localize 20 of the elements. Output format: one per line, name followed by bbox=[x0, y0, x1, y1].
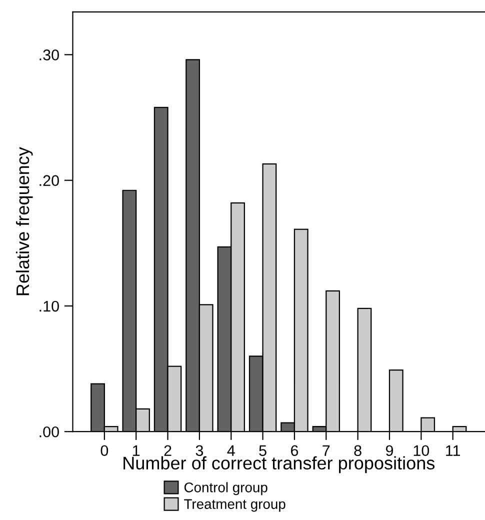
x-tick-label: 0 bbox=[100, 445, 108, 456]
x-tick-label: 3 bbox=[196, 445, 204, 456]
x-tick-label: 9 bbox=[386, 445, 394, 456]
x-tick-label: 11 bbox=[446, 445, 460, 456]
x-tick-label: 8 bbox=[354, 445, 362, 456]
x-tick-label: 4 bbox=[227, 445, 235, 456]
legend-label: Control group bbox=[184, 482, 268, 496]
x-tick-label: 6 bbox=[290, 445, 298, 456]
legend-label: Treatment group bbox=[184, 499, 286, 512]
x-tick-label: 7 bbox=[322, 445, 330, 456]
x-tick-label: 1 bbox=[133, 445, 140, 456]
x-tick-label: 2 bbox=[164, 445, 172, 456]
y-axis-title: Relative frequency bbox=[16, 147, 33, 296]
y-tick-label: .30 bbox=[40, 50, 59, 60]
y-tick-label: .00 bbox=[40, 426, 59, 438]
x-axis-title: Number of correct transfer propositions bbox=[124, 456, 435, 474]
x-tick-label: 10 bbox=[414, 445, 430, 456]
y-tick-label: .10 bbox=[40, 300, 59, 312]
y-tick-label: .20 bbox=[40, 175, 59, 186]
x-tick-label: 5 bbox=[259, 445, 266, 456]
